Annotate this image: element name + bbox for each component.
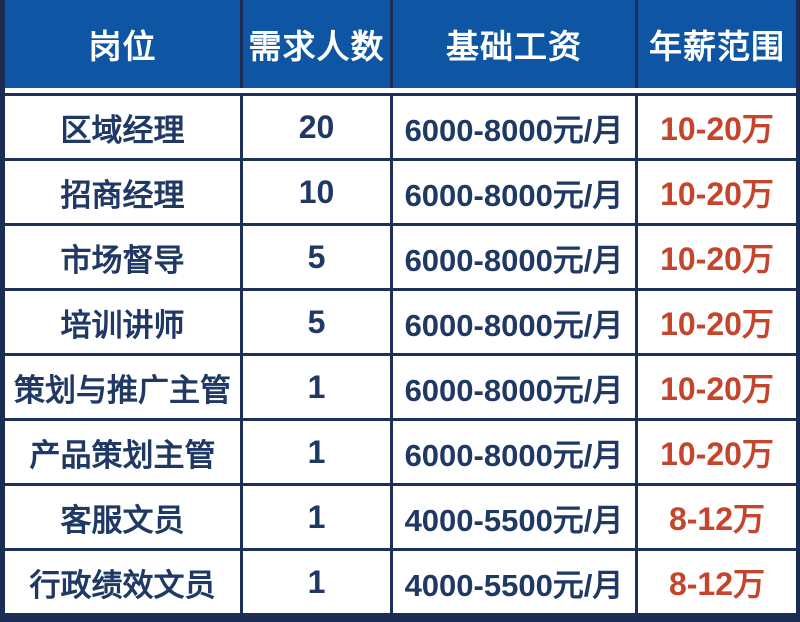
table-body: 区域经理 20 6000-8000元/月 10-20万 招商经理 10 6000… [5, 88, 796, 613]
position-cell: 行政绩效文员 [29, 567, 216, 603]
annual-range-cell: 10-20万 [635, 226, 796, 288]
header-position: 岗位 [88, 28, 157, 65]
position-cell: 培训讲师 [60, 307, 185, 343]
header-annual-range: 年薪范围 [635, 0, 796, 88]
headcount-cell: 5 [240, 291, 390, 353]
base-salary-cell: 6000-8000元/月 [390, 356, 635, 418]
header-base-salary: 基础工资 [390, 0, 635, 88]
base-salary-cell: 4000-5500元/月 [390, 486, 635, 548]
headcount-cell: 10 [240, 161, 390, 223]
table-row: 客服文员 1 4000-5500元/月 8-12万 [5, 483, 796, 548]
headcount-cell: 20 [240, 96, 390, 158]
annual-range-cell: 10-20万 [635, 161, 796, 223]
position-cell: 策划与推广主管 [14, 372, 231, 408]
position-cell: 客服文员 [60, 502, 185, 538]
table-row: 区域经理 20 6000-8000元/月 10-20万 [5, 93, 796, 158]
annual-range-cell: 10-20万 [635, 96, 796, 158]
headcount-cell: 1 [240, 421, 390, 483]
table-row: 行政绩效文员 1 4000-5500元/月 8-12万 [5, 548, 796, 613]
table-row: 市场督导 5 6000-8000元/月 10-20万 [5, 223, 796, 288]
headcount-cell: 1 [240, 551, 390, 613]
base-salary-cell: 6000-8000元/月 [390, 161, 635, 223]
table-row: 培训讲师 5 6000-8000元/月 10-20万 [5, 288, 796, 353]
annual-range-cell: 10-20万 [635, 291, 796, 353]
annual-range-cell: 10-20万 [635, 421, 796, 483]
annual-range-cell: 10-20万 [635, 356, 796, 418]
annual-range-cell: 8-12万 [635, 551, 796, 613]
position-cell: 产品策划主管 [29, 437, 216, 473]
headcount-cell: 1 [240, 356, 390, 418]
table-row: 产品策划主管 1 6000-8000元/月 10-20万 [5, 418, 796, 483]
annual-range-cell: 8-12万 [635, 486, 796, 548]
headcount-cell: 1 [240, 486, 390, 548]
base-salary-cell: 6000-8000元/月 [390, 421, 635, 483]
position-cell: 市场督导 [60, 242, 185, 278]
table-header-row: 岗位 需求人数 基础工资 年薪范围 [5, 0, 796, 88]
headcount-cell: 5 [240, 226, 390, 288]
base-salary-cell: 4000-5500元/月 [390, 551, 635, 613]
table-row: 策划与推广主管 1 6000-8000元/月 10-20万 [5, 353, 796, 418]
header-headcount: 需求人数 [240, 0, 390, 88]
base-salary-cell: 6000-8000元/月 [390, 226, 635, 288]
base-salary-cell: 6000-8000元/月 [390, 96, 635, 158]
base-salary-cell: 6000-8000元/月 [390, 291, 635, 353]
position-cell: 招商经理 [60, 177, 185, 213]
table-row: 招商经理 10 6000-8000元/月 10-20万 [5, 158, 796, 223]
position-cell: 区域经理 [60, 112, 185, 148]
